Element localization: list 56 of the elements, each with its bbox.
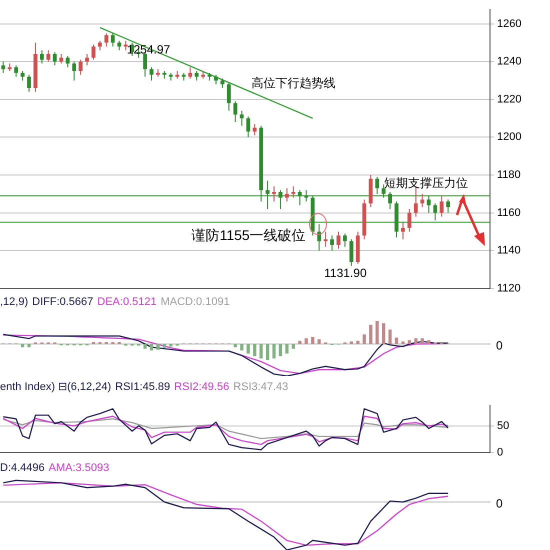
bar	[298, 340, 302, 344]
bar	[394, 338, 398, 344]
series-label: RSI1:45.89	[115, 381, 170, 393]
bar	[253, 344, 256, 356]
bar	[350, 341, 353, 344]
text: RSI3:47.43	[233, 381, 288, 393]
bar	[143, 344, 147, 349]
bar	[369, 324, 372, 344]
bar	[388, 330, 392, 344]
ref-line-label: 短期支撑压力位	[384, 176, 468, 190]
bar	[240, 344, 244, 350]
bar	[162, 344, 166, 348]
text: RSI2:49.56	[174, 381, 230, 393]
chart-title: ,12,9)	[0, 296, 28, 308]
y-tick-label: 1160	[497, 206, 521, 219]
bar	[401, 341, 405, 344]
bar	[311, 336, 314, 344]
annotation: 谨防1155一线破位	[192, 227, 306, 244]
bar	[169, 344, 172, 347]
y-tick-label: 1120	[497, 282, 521, 294]
bar	[234, 344, 237, 348]
text: DIFF:0.5667	[32, 296, 94, 308]
bar	[156, 344, 160, 350]
bar	[278, 344, 282, 356]
text: MACD:0.1091	[160, 296, 230, 308]
y-tick-label: 1200	[497, 131, 522, 144]
annotation: 1131.90	[324, 266, 367, 280]
series-label: D:4.4496	[0, 462, 45, 474]
bar	[260, 344, 263, 358]
series-label: 高位下行趋势线	[252, 76, 336, 90]
bar	[318, 339, 321, 344]
bar	[420, 338, 424, 344]
bar	[427, 340, 430, 344]
text: DEA:0.5121	[97, 296, 157, 308]
y-tick-label: 0	[497, 446, 504, 458]
bar	[272, 344, 276, 358]
y-tick-label: 1220	[497, 93, 522, 106]
series-label: AMA:3.5093	[48, 462, 110, 474]
bar	[266, 344, 270, 360]
y-tick-label: 1240	[497, 56, 522, 68]
bar	[376, 320, 379, 344]
bar	[382, 323, 386, 344]
bar	[150, 344, 154, 350]
y-tick-label: 50	[497, 420, 510, 432]
y-tick-label: 1260	[497, 18, 522, 30]
bar	[285, 344, 289, 354]
bar	[408, 340, 412, 344]
bar	[304, 338, 308, 344]
y-tick-label: 1140	[497, 244, 521, 257]
bar	[292, 344, 295, 349]
bar	[246, 344, 250, 354]
bar	[414, 338, 418, 344]
chart-title: enth Index) ⊟(6,12,24)	[0, 381, 112, 393]
bar	[362, 334, 366, 344]
bar	[356, 340, 360, 344]
y-tick-label: 1180	[497, 169, 521, 182]
